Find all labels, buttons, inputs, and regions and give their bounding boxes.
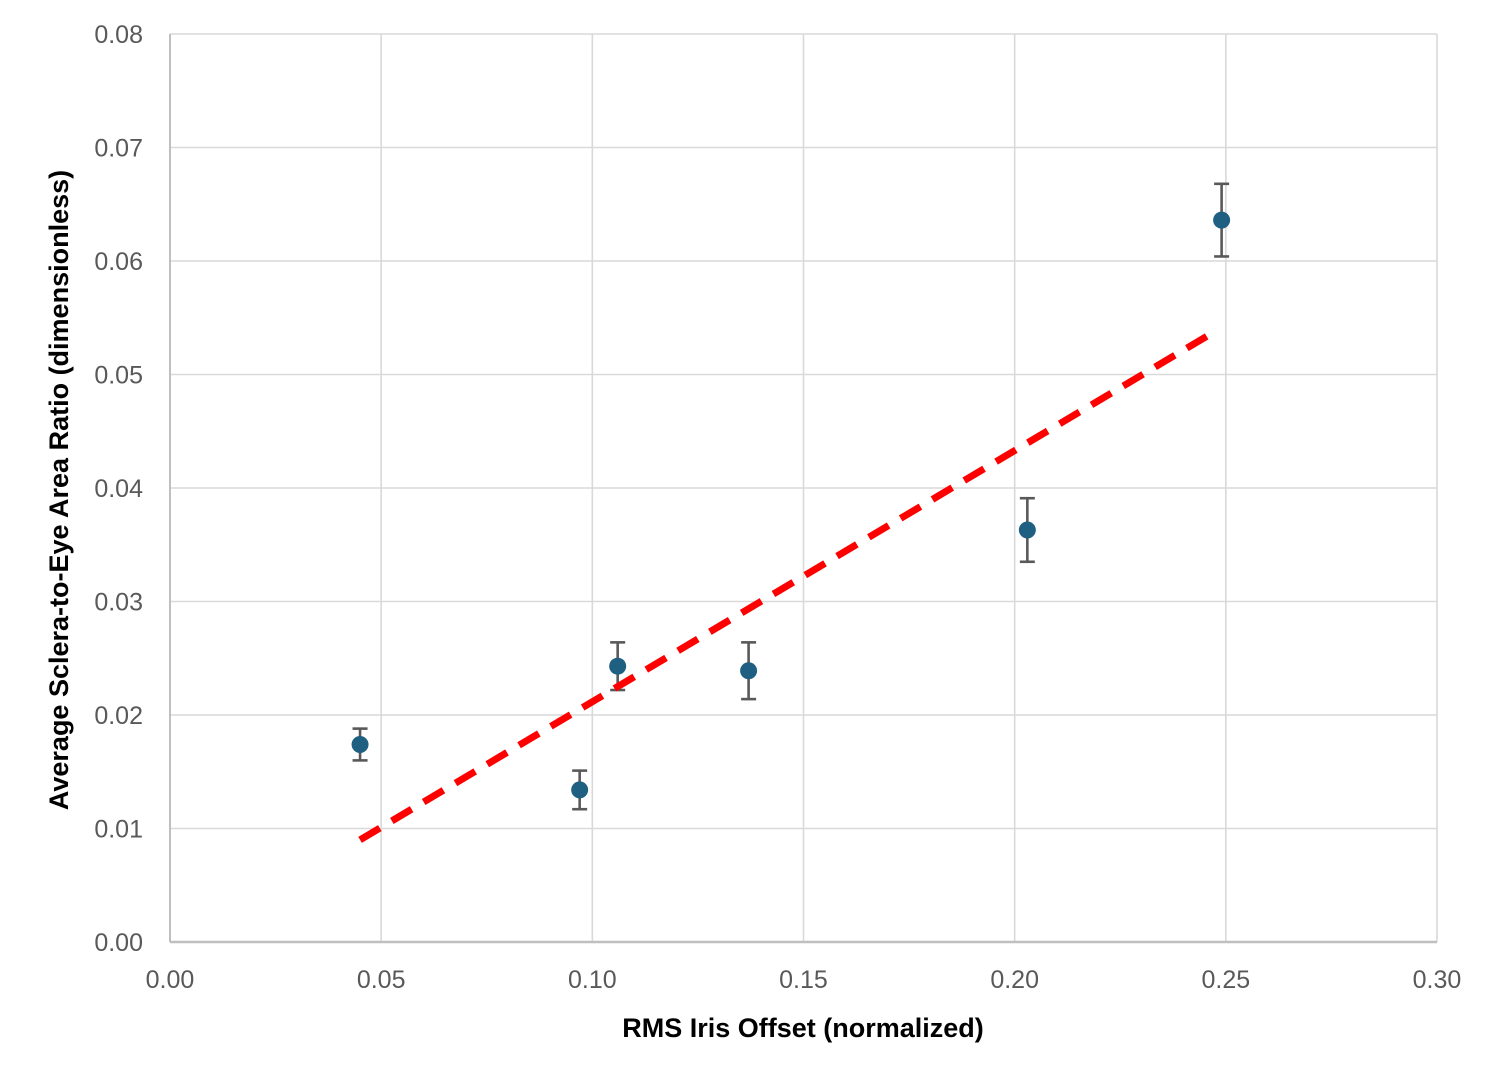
x-axis-title: RMS Iris Offset (normalized) bbox=[622, 1013, 984, 1043]
y-tick-label: 0.07 bbox=[94, 135, 143, 163]
x-tick-label: 0.30 bbox=[1413, 966, 1462, 994]
x-tick-label: 0.20 bbox=[990, 966, 1039, 994]
trendline-layer bbox=[358, 329, 1215, 843]
x-tick-label: 0.25 bbox=[1201, 966, 1250, 994]
gridlines bbox=[169, 33, 1438, 943]
y-tick-label: 0.01 bbox=[94, 816, 143, 844]
y-tick-label: 0.02 bbox=[94, 702, 143, 730]
x-tick-label: 0.00 bbox=[146, 966, 195, 994]
data-point bbox=[351, 736, 369, 754]
y-tick-label: 0.06 bbox=[94, 248, 143, 276]
x-tick-labels: 0.00 0.05 0.10 0.15 0.20 0.25 0.30 bbox=[146, 966, 1462, 994]
data-point bbox=[1018, 521, 1036, 539]
y-tick-labels: 0.00 0.01 0.02 0.03 0.04 0.05 0.06 0.07 0.08 bbox=[94, 21, 143, 957]
x-tick-label: 0.10 bbox=[568, 966, 617, 994]
y-tick-label: 0.04 bbox=[94, 475, 143, 503]
data-point bbox=[609, 657, 627, 675]
y-tick-label: 0.08 bbox=[94, 21, 143, 49]
x-tick-label: 0.05 bbox=[357, 966, 406, 994]
x-tick-label: 0.15 bbox=[779, 966, 828, 994]
y-tick-label: 0.03 bbox=[94, 589, 143, 617]
data-point bbox=[571, 781, 589, 799]
y-axis-title: Average Sclera-to-Eye Area Ratio (dimens… bbox=[44, 170, 74, 810]
axis-lines bbox=[169, 34, 1437, 944]
data-point bbox=[740, 662, 758, 680]
data-points bbox=[351, 211, 1231, 799]
data-point bbox=[1213, 211, 1231, 229]
trendline bbox=[358, 329, 1215, 843]
y-tick-label: 0.00 bbox=[94, 929, 143, 957]
y-tick-label: 0.05 bbox=[94, 362, 143, 390]
